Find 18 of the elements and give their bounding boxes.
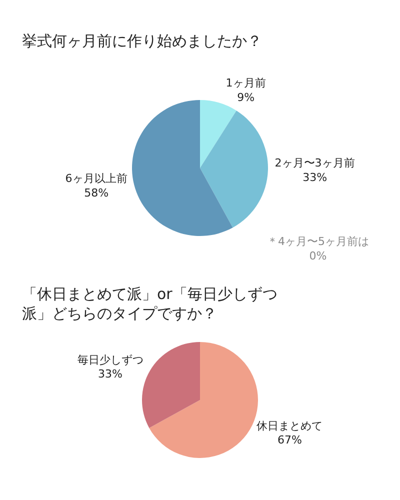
slice-label: 6ヶ月以上前 [65, 172, 128, 186]
slice-label: 毎日少しずつ [77, 353, 144, 366]
data-label: 67% [278, 434, 302, 447]
data-label: 58% [84, 186, 109, 200]
slice-label: 休日まとめて [256, 419, 323, 432]
pie-slice [149, 342, 258, 458]
pie-slice [132, 100, 233, 236]
pie-slice [200, 110, 268, 228]
slice-label: 2ヶ月〜3ヶ月前 [274, 156, 355, 170]
data-label: 33% [302, 170, 328, 184]
chart-title: 挙式何ヶ月前に作り始めましたか？ [22, 32, 262, 50]
slice-label: 1ヶ月前 [226, 76, 266, 90]
data-label: 33% [98, 368, 122, 381]
chart-title: 「休日まとめて派」or「毎日少しずつ派」どちらのタイプですか？ [22, 285, 278, 322]
pie-slice [142, 342, 200, 428]
data-label: 9% [237, 90, 255, 104]
pie-slice [200, 100, 236, 168]
text: ＊4ヶ月〜5ヶ月前は 0% [267, 235, 369, 262]
